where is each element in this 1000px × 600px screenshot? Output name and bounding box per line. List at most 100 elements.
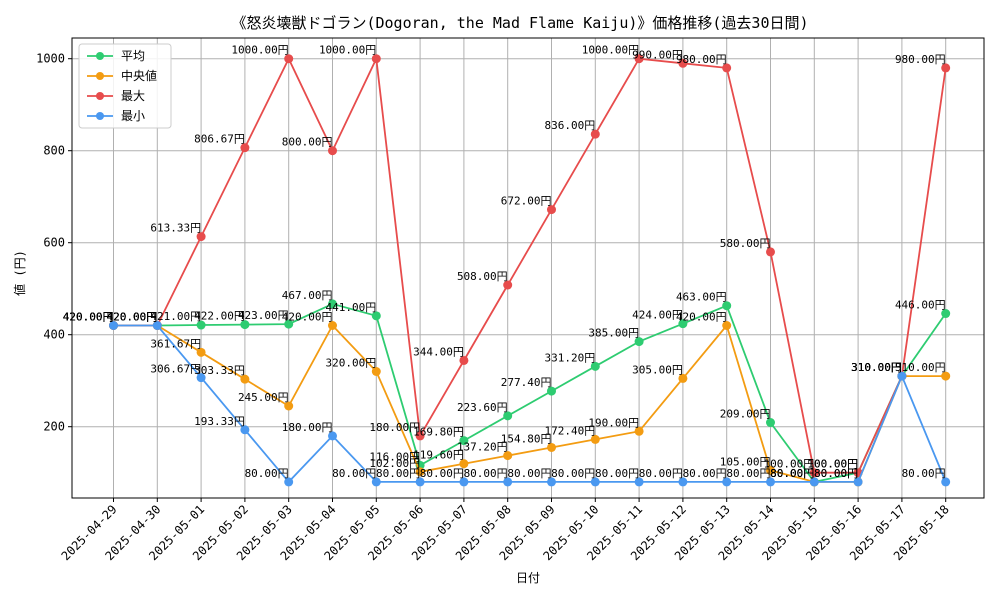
data-label: 420.00円 <box>63 311 114 324</box>
data-point <box>897 371 907 381</box>
data-point <box>503 477 513 487</box>
data-label: 80.00円 <box>770 467 814 480</box>
y-tick-label: 600 <box>43 236 65 250</box>
data-label: 441.00円 <box>326 301 377 314</box>
data-label: 310.00円 <box>851 361 902 374</box>
data-label: 80.00円 <box>376 467 420 480</box>
data-point <box>415 467 425 477</box>
series-line <box>113 323 946 483</box>
data-point <box>371 477 381 487</box>
data-point <box>941 477 951 487</box>
data-point <box>371 311 381 321</box>
data-point <box>503 280 513 290</box>
data-point <box>284 477 294 487</box>
data-label: 80.00円 <box>683 467 727 480</box>
data-point <box>415 431 425 441</box>
data-label: 310.00円 <box>851 361 902 374</box>
data-point <box>590 477 600 487</box>
data-label: 467.00円 <box>282 289 333 302</box>
data-point <box>634 54 644 64</box>
data-label: 385.00円 <box>588 327 639 340</box>
data-label: 310.00円 <box>895 361 946 374</box>
y-tick-label: 800 <box>43 144 65 158</box>
data-label: 80.00円 <box>464 467 508 480</box>
data-label: 80.00円 <box>245 467 289 480</box>
data-point <box>196 347 206 357</box>
data-label: 80.00円 <box>507 467 551 480</box>
legend-swatch-marker <box>96 92 104 100</box>
data-label: 331.20円 <box>545 351 596 364</box>
data-point <box>678 58 688 68</box>
data-label: 180.00円 <box>369 421 420 434</box>
chart-title: 《怒炎壊獣ドゴラン(Dogoran, the Mad Flame Kaiju)》… <box>231 14 808 32</box>
data-point <box>809 468 819 478</box>
legend-swatch-marker <box>96 52 104 60</box>
data-label: 193.33円 <box>194 415 245 428</box>
data-point <box>284 319 294 329</box>
data-label: 422.00円 <box>194 310 245 323</box>
data-point <box>722 477 732 487</box>
data-label: 420.00円 <box>107 311 158 324</box>
data-label: 80.00円 <box>770 467 814 480</box>
data-point <box>240 143 250 153</box>
data-labels: 420.00円420.00円421.00円422.00円423.00円467.0… <box>63 44 946 480</box>
data-label: 980.00円 <box>895 53 946 66</box>
data-point <box>766 247 775 257</box>
data-point <box>547 205 556 215</box>
data-point <box>328 146 337 156</box>
data-point <box>941 63 951 73</box>
data-label: 424.00円 <box>632 309 683 322</box>
data-label: 420.00円 <box>63 311 114 324</box>
data-point <box>371 54 381 64</box>
data-point <box>196 373 206 383</box>
data-point <box>328 431 337 441</box>
data-label: 1000.00円 <box>319 44 376 57</box>
data-label: 100.00円 <box>807 458 858 471</box>
data-point <box>547 386 556 396</box>
series-line <box>113 324 947 484</box>
data-label: 463.00円 <box>676 291 727 304</box>
x-axis-label: 日付 <box>516 571 540 585</box>
data-point <box>459 355 469 365</box>
data-point <box>809 477 819 487</box>
data-label: 344.00円 <box>413 345 464 358</box>
data-label: 420.00円 <box>282 311 333 324</box>
series-lines <box>109 54 951 487</box>
data-label: 420.00円 <box>107 311 158 324</box>
data-point <box>459 436 469 446</box>
data-label: 508.00円 <box>457 270 508 283</box>
data-point <box>941 309 951 319</box>
data-point <box>590 129 600 139</box>
data-point <box>240 320 250 330</box>
data-label: 1000.00円 <box>231 44 288 57</box>
legend-label: 最小 <box>121 109 145 123</box>
data-label: 80.00円 <box>551 467 595 480</box>
data-point <box>152 321 162 330</box>
data-label: 800.00円 <box>282 136 333 149</box>
data-point <box>240 425 250 435</box>
data-point <box>371 367 381 376</box>
series-line <box>113 55 947 474</box>
data-label: 80.00円 <box>332 467 376 480</box>
data-label: 119.60円 <box>413 449 464 462</box>
data-label: 420.00円 <box>107 311 158 324</box>
data-label: 836.00円 <box>545 119 596 132</box>
data-label: 672.00円 <box>501 195 552 208</box>
legend-label: 平均 <box>121 49 145 63</box>
data-point <box>547 442 556 452</box>
data-label: 245.00円 <box>238 391 289 404</box>
data-label: 102.00円 <box>369 457 420 470</box>
data-label: 806.67円 <box>194 133 245 146</box>
data-point <box>284 54 294 64</box>
series-line <box>113 302 947 483</box>
data-point <box>196 320 206 330</box>
data-label: 1000.00円 <box>582 44 639 57</box>
data-point <box>722 321 732 330</box>
data-label: 80.00円 <box>814 467 858 480</box>
data-point <box>722 63 732 73</box>
data-label: 320.00円 <box>326 357 377 370</box>
data-point <box>766 418 775 428</box>
data-point <box>634 337 644 347</box>
data-point <box>590 434 600 444</box>
